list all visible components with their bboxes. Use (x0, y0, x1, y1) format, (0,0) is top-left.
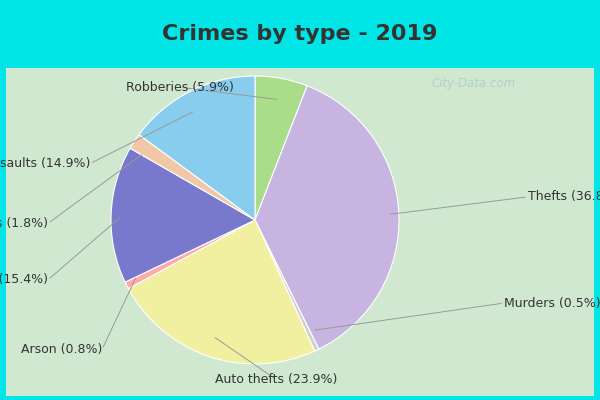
Text: Thefts (36.8%): Thefts (36.8%) (528, 190, 600, 203)
Wedge shape (128, 220, 314, 364)
Text: Rapes (1.8%): Rapes (1.8%) (0, 217, 48, 230)
Wedge shape (255, 220, 319, 351)
Text: Robberies (5.9%): Robberies (5.9%) (126, 81, 234, 94)
Text: Crimes by type - 2019: Crimes by type - 2019 (163, 24, 437, 44)
Wedge shape (255, 76, 307, 220)
Text: Assaults (14.9%): Assaults (14.9%) (0, 157, 90, 170)
Text: City-Data.com: City-Data.com (432, 78, 516, 90)
Text: Auto thefts (23.9%): Auto thefts (23.9%) (215, 373, 337, 386)
Text: Burglaries (15.4%): Burglaries (15.4%) (0, 273, 48, 286)
Text: Murders (0.5%): Murders (0.5%) (504, 296, 600, 310)
Wedge shape (130, 135, 255, 220)
Wedge shape (255, 86, 399, 349)
Text: Arson (0.8%): Arson (0.8%) (20, 343, 102, 356)
Wedge shape (125, 220, 255, 288)
Wedge shape (139, 76, 255, 220)
Wedge shape (111, 148, 255, 282)
